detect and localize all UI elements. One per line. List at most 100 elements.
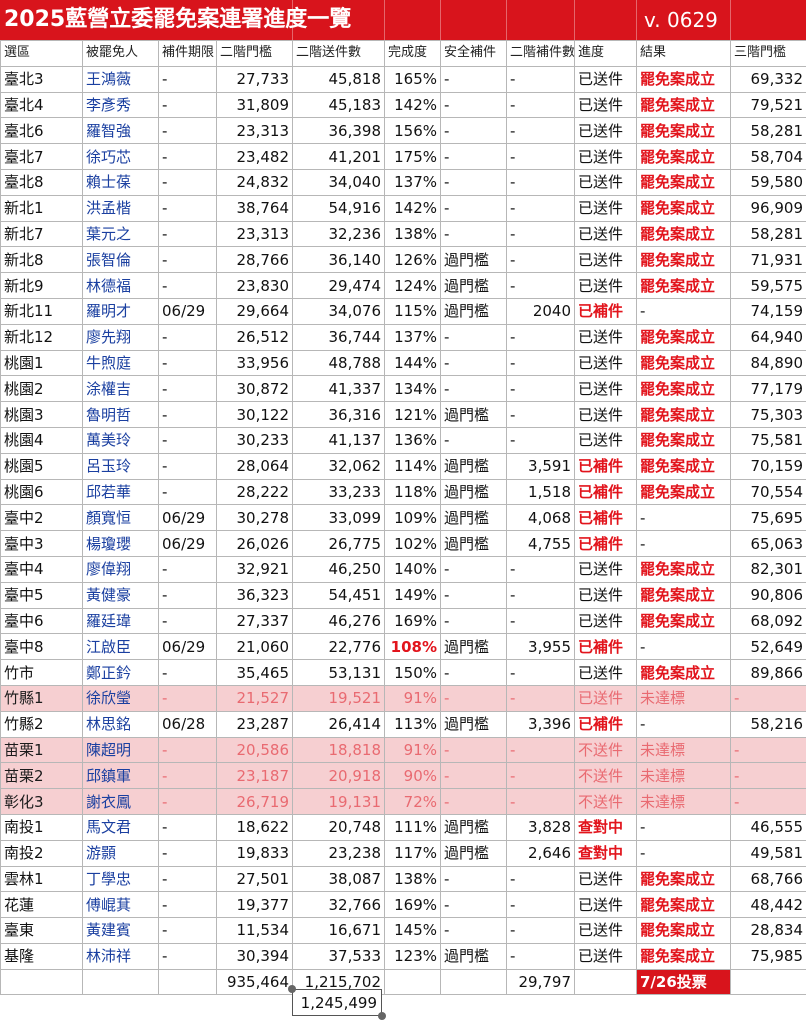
safety-cell[interactable]: 過門檻 <box>440 942 507 970</box>
safety-cell[interactable]: - <box>440 349 507 377</box>
name-cell[interactable]: 謝衣鳳 <box>82 788 159 815</box>
empty-cell[interactable] <box>730 968 806 996</box>
district-cell[interactable]: 臺東 <box>0 917 83 944</box>
threshold2-cell[interactable]: 23,287 <box>216 710 293 738</box>
name-cell[interactable]: 葉元之 <box>82 220 159 248</box>
completion-cell[interactable]: 117% <box>384 839 441 867</box>
district-cell[interactable]: 臺北7 <box>0 143 83 170</box>
deadline-cell[interactable]: 06/28 <box>158 710 217 738</box>
completion-cell[interactable]: 156% <box>384 117 441 145</box>
threshold3-cell[interactable]: 70,554 <box>730 478 806 506</box>
status-cell[interactable]: 已送件 <box>574 65 637 93</box>
threshold3-cell[interactable]: 71,931 <box>730 246 806 274</box>
submitted2-cell[interactable]: 36,398 <box>292 117 385 145</box>
safety-cell[interactable]: - <box>440 65 507 93</box>
threshold2-cell[interactable]: 23,187 <box>216 762 293 790</box>
status-cell[interactable]: 已補件 <box>574 297 637 325</box>
status-cell[interactable]: 已補件 <box>574 710 637 738</box>
threshold2-cell[interactable]: 23,313 <box>216 220 293 248</box>
supplement-cell[interactable]: 3,955 <box>506 633 575 661</box>
supplement-cell[interactable]: - <box>506 143 575 170</box>
safety-cell[interactable]: 過門檻 <box>440 452 507 480</box>
status-cell[interactable]: 已送件 <box>574 375 637 403</box>
district-cell[interactable]: 臺中6 <box>0 607 83 635</box>
submitted2-cell[interactable]: 34,040 <box>292 168 385 196</box>
completion-cell[interactable]: 138% <box>384 865 441 893</box>
deadline-cell[interactable]: - <box>158 659 217 686</box>
result-cell[interactable]: - <box>636 633 731 661</box>
district-cell[interactable]: 臺北8 <box>0 168 83 196</box>
district-cell[interactable]: 新北11 <box>0 297 83 325</box>
selection-handle-top-left[interactable] <box>288 985 296 993</box>
threshold2-cell[interactable]: 38,764 <box>216 194 293 222</box>
threshold2-cell[interactable]: 33,956 <box>216 349 293 377</box>
column-header[interactable]: 二階門檻 <box>216 40 293 67</box>
district-cell[interactable]: 花蓮 <box>0 891 83 919</box>
column-header[interactable]: 補件期限 <box>158 40 217 67</box>
threshold2-cell[interactable]: 23,482 <box>216 143 293 170</box>
threshold3-cell[interactable]: - <box>730 788 806 815</box>
name-cell[interactable]: 廖偉翔 <box>82 555 159 583</box>
column-header[interactable]: 二階補件數 <box>506 40 575 67</box>
deadline-cell[interactable]: - <box>158 375 217 403</box>
safety-cell[interactable]: 過門檻 <box>440 633 507 661</box>
completion-cell[interactable]: 169% <box>384 891 441 919</box>
threshold2-cell[interactable]: 30,394 <box>216 942 293 970</box>
safety-cell[interactable]: - <box>440 117 507 145</box>
status-cell[interactable]: 不送件 <box>574 788 637 815</box>
empty-cell[interactable] <box>440 968 507 996</box>
result-cell[interactable]: 未達標 <box>636 788 731 815</box>
submitted2-cell[interactable]: 22,776 <box>292 633 385 661</box>
district-cell[interactable]: 南投1 <box>0 813 83 841</box>
completion-cell[interactable]: 108% <box>384 633 441 661</box>
district-cell[interactable]: 苗栗1 <box>0 736 83 764</box>
threshold3-cell[interactable]: - <box>730 762 806 790</box>
supplement-cell[interactable]: 3,591 <box>506 452 575 480</box>
deadline-cell[interactable]: - <box>158 736 217 764</box>
threshold3-cell[interactable]: 68,092 <box>730 607 806 635</box>
status-cell[interactable]: 已送件 <box>574 349 637 377</box>
result-cell[interactable]: 罷免案成立 <box>636 323 731 351</box>
name-cell[interactable]: 丁學忠 <box>82 865 159 893</box>
supplement-cell[interactable]: - <box>506 607 575 635</box>
name-cell[interactable]: 王鴻薇 <box>82 65 159 93</box>
result-cell[interactable]: 罷免案成立 <box>636 65 731 93</box>
supplement-cell[interactable]: - <box>506 788 575 815</box>
name-cell[interactable]: 陳超明 <box>82 736 159 764</box>
supplement-cell[interactable]: - <box>506 555 575 583</box>
completion-cell[interactable]: 150% <box>384 659 441 686</box>
completion-cell[interactable]: 114% <box>384 452 441 480</box>
completion-cell[interactable]: 165% <box>384 65 441 93</box>
deadline-cell[interactable]: - <box>158 65 217 93</box>
threshold3-cell[interactable]: - <box>730 736 806 764</box>
status-cell[interactable]: 已送件 <box>574 272 637 299</box>
safety-cell[interactable]: - <box>440 426 507 454</box>
threshold2-cell[interactable]: 21,527 <box>216 684 293 712</box>
threshold2-cell[interactable]: 29,664 <box>216 297 293 325</box>
result-cell[interactable]: 罷免案成立 <box>636 581 731 609</box>
completion-cell[interactable]: 137% <box>384 168 441 196</box>
threshold3-cell[interactable]: 82,301 <box>730 555 806 583</box>
name-cell[interactable]: 游顥 <box>82 839 159 867</box>
status-cell[interactable]: 已補件 <box>574 530 637 557</box>
column-header[interactable]: 三階門檻 <box>730 40 806 67</box>
status-cell[interactable]: 已送件 <box>574 168 637 196</box>
supplement-cell[interactable]: - <box>506 891 575 919</box>
completion-cell[interactable]: 169% <box>384 607 441 635</box>
deadline-cell[interactable]: - <box>158 143 217 170</box>
supplement-cell[interactable]: 2040 <box>506 297 575 325</box>
submitted2-cell[interactable]: 32,766 <box>292 891 385 919</box>
status-cell[interactable]: 已送件 <box>574 401 637 428</box>
district-cell[interactable]: 桃園3 <box>0 401 83 428</box>
completion-cell[interactable]: 142% <box>384 91 441 119</box>
deadline-cell[interactable]: - <box>158 581 217 609</box>
threshold2-cell[interactable]: 18,622 <box>216 813 293 841</box>
supplement-cell[interactable]: 4,068 <box>506 504 575 532</box>
supplement-cell[interactable]: - <box>506 220 575 248</box>
safety-cell[interactable]: - <box>440 91 507 119</box>
result-cell[interactable]: 罷免案成立 <box>636 452 731 480</box>
supplement-cell[interactable]: - <box>506 762 575 790</box>
completion-cell[interactable]: 102% <box>384 530 441 557</box>
threshold2-cell[interactable]: 21,060 <box>216 633 293 661</box>
supplement-cell[interactable]: - <box>506 581 575 609</box>
